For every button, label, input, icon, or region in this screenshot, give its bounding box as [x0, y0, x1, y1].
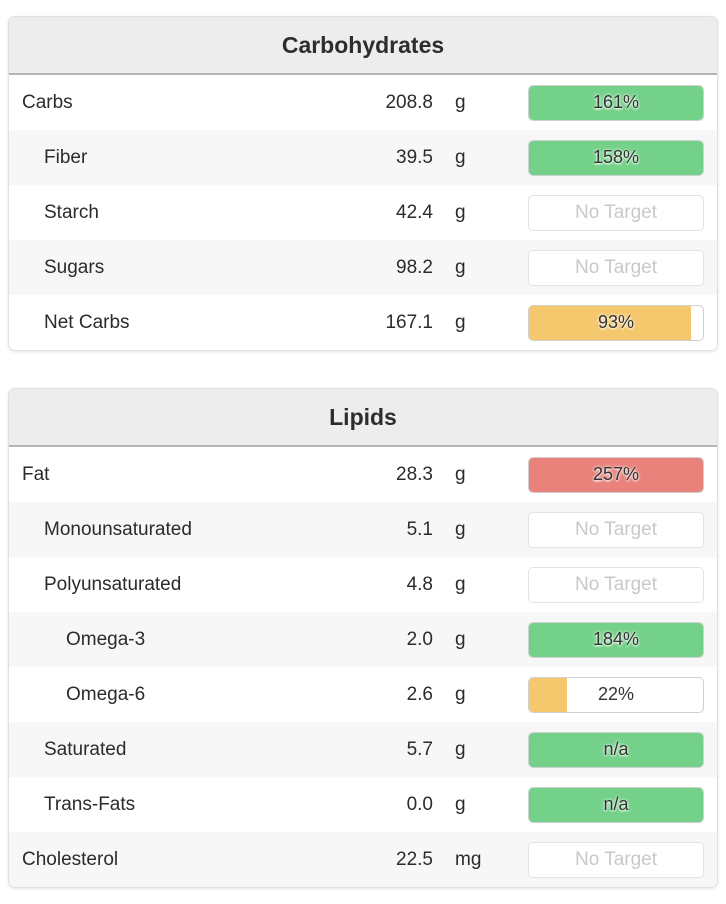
nutrient-row[interactable]: Fat 28.3 g 257%: [9, 447, 717, 502]
nutrient-value: 39.5: [396, 146, 433, 168]
nutrient-label: Omega-6: [66, 683, 146, 705]
nutrient-unit: mg: [455, 848, 482, 870]
panel-carbohydrates: Carbohydrates Carbs 208.8 g 161% Fiber 3…: [8, 16, 718, 351]
nutrient-unit: g: [455, 683, 466, 705]
nutrient-value: 5.7: [406, 738, 433, 760]
target-bar: n/a: [528, 731, 704, 768]
panel-title: Carbohydrates: [281, 31, 445, 58]
target-bar-fill: [529, 305, 691, 340]
nutrient-label: Polyunsaturated: [44, 573, 182, 595]
target-bar-label: n/a: [603, 739, 629, 759]
target-bar: 22%: [528, 676, 704, 713]
nutrient-row[interactable]: Omega-3 2.0 g 184%: [9, 612, 717, 667]
nutrient-row[interactable]: Saturated 5.7 g n/a: [9, 722, 717, 777]
nutrient-value: 167.1: [385, 311, 433, 333]
nutrient-row[interactable]: Fiber 39.5 g 158%: [9, 130, 717, 185]
nutrient-value: 4.8: [406, 573, 433, 595]
nutrient-value: 28.3: [396, 463, 433, 485]
target-bar-label: 184%: [592, 629, 640, 649]
nutrient-unit: g: [455, 311, 466, 333]
nutrient-value: 42.4: [396, 201, 433, 223]
target-bar-label: 22%: [597, 684, 635, 704]
nutrient-row[interactable]: Starch 42.4 g No Target: [9, 185, 717, 240]
target-bar: n/a: [528, 786, 704, 823]
nutrient-unit: g: [455, 518, 466, 540]
target-bar-label: 161%: [592, 92, 640, 112]
panel-header: Lipids: [9, 389, 717, 447]
nutrient-row[interactable]: Sugars 98.2 g No Target: [9, 240, 717, 295]
nutrient-label: Trans-Fats: [44, 793, 136, 815]
nutrient-label: Cholesterol: [22, 848, 119, 870]
target-bar: 158%: [528, 139, 704, 176]
nutrient-row[interactable]: Trans-Fats 0.0 g n/a: [9, 777, 717, 832]
panel-lipids: Lipids Fat 28.3 g 257% Monounsaturated 5…: [8, 388, 718, 888]
nutrient-row[interactable]: Cholesterol 22.5 mg No Target: [9, 832, 717, 887]
nutrient-label: Saturated: [44, 738, 127, 760]
nutrient-label: Starch: [44, 201, 99, 223]
target-bar-fill: [529, 732, 703, 767]
target-bar-fill: [529, 677, 568, 712]
target-bar-label: n/a: [603, 794, 629, 814]
nutrient-row[interactable]: Polyunsaturated 4.8 g No Target: [9, 557, 717, 612]
target-bar-fill: [529, 140, 703, 175]
nutrient-unit: g: [455, 256, 466, 278]
panel-header: Carbohydrates: [9, 17, 717, 75]
nutrient-value: 2.6: [406, 683, 433, 705]
target-bar-fill: [529, 787, 703, 822]
target-bar: 161%: [528, 84, 704, 121]
nutrient-value: 5.1: [406, 518, 433, 540]
nutrient-unit: g: [455, 573, 466, 595]
target-bar: 257%: [528, 456, 704, 493]
target-bar: No Target: [528, 249, 704, 286]
target-bar-label: 257%: [592, 464, 640, 484]
target-bar: 184%: [528, 621, 704, 658]
target-bar-fill: [529, 622, 703, 657]
nutrient-unit: g: [455, 91, 466, 113]
nutrient-label: Carbs: [22, 91, 73, 113]
target-bar: 93%: [528, 304, 704, 341]
nutrient-value: 2.0: [406, 628, 433, 650]
target-bar-fill: [529, 85, 703, 120]
nutrient-label: Monounsaturated: [44, 518, 192, 540]
nutrient-row[interactable]: Net Carbs 167.1 g 93%: [9, 295, 717, 350]
target-bar-fill: [529, 457, 703, 492]
nutrient-unit: g: [455, 628, 466, 650]
nutrient-unit: g: [455, 146, 466, 168]
target-bar-label: No Target: [574, 256, 658, 278]
nutrient-unit: g: [455, 793, 466, 815]
nutrient-label: Omega-3: [66, 628, 146, 650]
nutrient-row[interactable]: Carbs 208.8 g 161%: [9, 75, 717, 130]
nutrient-row[interactable]: Omega-6 2.6 g 22%: [9, 667, 717, 722]
target-bar-label: 93%: [597, 312, 635, 332]
nutrient-value: 208.8: [385, 91, 433, 113]
panel-body: Fat 28.3 g 257% Monounsaturated 5.1 g No…: [9, 447, 717, 887]
nutrient-label: Fat: [22, 463, 50, 485]
target-bar-label: No Target: [574, 518, 658, 540]
nutrient-unit: g: [455, 463, 466, 485]
nutrient-unit: g: [455, 201, 466, 223]
target-bar: No Target: [528, 511, 704, 548]
nutrient-label: Net Carbs: [44, 311, 130, 333]
nutrient-value: 22.5: [396, 848, 433, 870]
nutrient-value: 0.0: [406, 793, 433, 815]
nutrient-value: 98.2: [396, 256, 433, 278]
panel-title: Lipids: [329, 403, 397, 430]
nutrient-label: Sugars: [44, 256, 105, 278]
nutrient-unit: g: [455, 738, 466, 760]
target-bar-label: 158%: [592, 147, 640, 167]
target-bar: No Target: [528, 566, 704, 603]
nutrient-label: Fiber: [44, 146, 88, 168]
nutrient-row[interactable]: Monounsaturated 5.1 g No Target: [9, 502, 717, 557]
target-bar-label: No Target: [574, 573, 658, 595]
target-bar-label: No Target: [574, 201, 658, 223]
panel-body: Carbs 208.8 g 161% Fiber 39.5 g 158% Sta…: [9, 75, 717, 350]
target-bar: No Target: [528, 194, 704, 231]
target-bar: No Target: [528, 841, 704, 878]
target-bar-label: No Target: [574, 848, 658, 870]
